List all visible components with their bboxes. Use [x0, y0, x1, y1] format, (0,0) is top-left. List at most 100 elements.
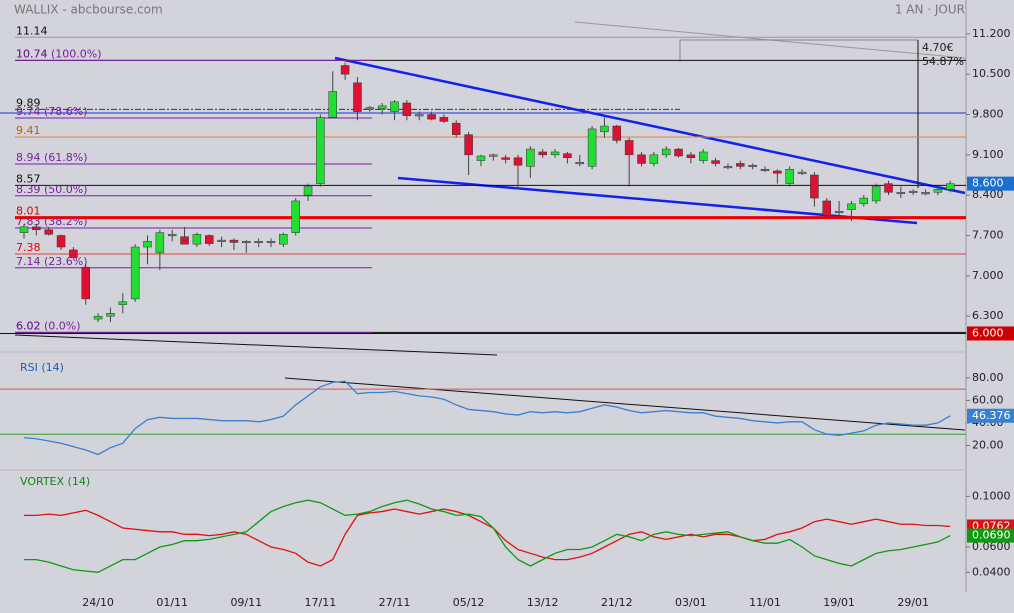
price-label: 46.376: [972, 409, 1011, 422]
candle-body: [760, 168, 770, 171]
candle-body: [513, 157, 523, 166]
candle-body: [946, 183, 955, 190]
candle-body: [279, 234, 288, 245]
candle-body: [587, 128, 597, 167]
y-tick-label: 7.000: [972, 269, 1004, 282]
candle-body: [390, 101, 399, 112]
level-label: 11.14: [16, 24, 48, 37]
pane-title: VORTEX (14): [20, 475, 90, 488]
candle-body: [69, 249, 78, 258]
candle-body: [686, 154, 696, 158]
x-tick-label: 17/11: [305, 596, 337, 609]
candle-body: [476, 155, 486, 161]
measure: [679, 39, 918, 62]
y-tick-label: 20.00: [972, 438, 1004, 451]
series-line: [23, 380, 951, 456]
x-tick-label: 13/12: [527, 596, 559, 609]
level-label: 10.74: [16, 47, 48, 60]
chart-title: WALLIX - abcbourse.com: [14, 3, 163, 17]
series-line: [24, 499, 951, 573]
candle-body: [180, 236, 189, 245]
candle-body: [723, 166, 733, 169]
trendline: [284, 377, 966, 431]
price-label: 8.600: [972, 177, 1004, 190]
x-tick-label: 27/11: [379, 596, 411, 609]
candle-body: [748, 164, 757, 167]
candle-body: [377, 105, 387, 109]
y-tick-label: 9.100: [972, 148, 1004, 161]
level-label: 7.83 (38.2%): [16, 215, 88, 228]
x-tick-label: 21/12: [601, 596, 633, 609]
level-label: 6.02 (0.0%): [16, 319, 81, 332]
candle-body: [822, 200, 831, 216]
candle-body: [489, 154, 498, 157]
candle-body: [563, 153, 572, 158]
candle-body: [600, 125, 609, 133]
y-tick-label: 6.300: [972, 309, 1004, 322]
candle-body: [414, 114, 424, 117]
candle-body: [192, 234, 202, 245]
candle-body: [921, 192, 930, 195]
y-tick-label: 9.800: [972, 108, 1004, 121]
candle-body: [637, 154, 646, 164]
candle-body: [439, 117, 449, 122]
pane-title: RSI (14): [20, 361, 64, 374]
candle-body: [612, 125, 622, 141]
candle-body: [93, 315, 103, 320]
candle-body: [217, 239, 226, 242]
candle-body: [674, 148, 683, 157]
series-line: [24, 508, 951, 567]
chart-subtitle: 1 AN · JOUR: [895, 3, 965, 17]
trendline: [14, 334, 498, 356]
candle-body: [908, 190, 918, 193]
candle-body: [266, 241, 276, 244]
level-label: 9.74 (78.6%): [16, 105, 88, 118]
y-tick-label: 10.500: [972, 67, 1011, 80]
y-tick-label: 0.0600: [972, 540, 1011, 553]
candle-body: [118, 301, 128, 305]
candle-body: [402, 102, 412, 116]
candle-body: [242, 241, 251, 244]
candle-body: [427, 114, 436, 120]
price-label: 6.000: [972, 326, 1004, 339]
level-label: 8.01: [16, 205, 41, 218]
x-tick-label: 24/10: [82, 596, 114, 609]
candle-body: [143, 241, 152, 248]
y-tick-label: 0.0400: [972, 565, 1011, 578]
level-label: 9.89: [16, 96, 41, 109]
y-tick-label: 80.00: [972, 371, 1004, 384]
candle-body: [229, 239, 239, 243]
candle-body: [661, 148, 671, 156]
candle-body: [291, 200, 300, 233]
candle-body: [501, 157, 510, 160]
candle-body: [785, 168, 794, 184]
level-label: 7.14 (23.6%): [16, 255, 88, 268]
x-tick-label: 19/01: [823, 596, 855, 609]
candle-body: [847, 203, 856, 210]
candle-body: [316, 117, 325, 184]
x-tick-label: 09/11: [230, 596, 262, 609]
candle-body: [834, 211, 844, 214]
candle-body: [167, 234, 177, 237]
candle-body: [353, 82, 362, 112]
level-label: 8.94 (61.8%): [16, 151, 88, 164]
candle-body: [736, 163, 745, 167]
x-tick-label: 11/01: [749, 596, 781, 609]
y-tick-label: 7.700: [972, 229, 1004, 242]
x-tick-label: 05/12: [453, 596, 485, 609]
candle-body: [575, 162, 584, 165]
candle-body: [871, 186, 881, 202]
price-box: [967, 528, 1014, 543]
candle-body: [797, 171, 807, 174]
y-tick-label: 11.200: [972, 27, 1011, 40]
x-tick-label: 03/01: [675, 596, 707, 609]
level-label: 6.02: [16, 319, 41, 332]
candle-body: [773, 170, 782, 174]
candle-body: [649, 154, 659, 164]
candle-body: [859, 197, 869, 205]
candle-body: [130, 246, 140, 300]
candle-body: [328, 91, 337, 118]
candle-body: [933, 189, 943, 193]
candle-body: [699, 151, 708, 161]
price-box: [967, 326, 1014, 341]
